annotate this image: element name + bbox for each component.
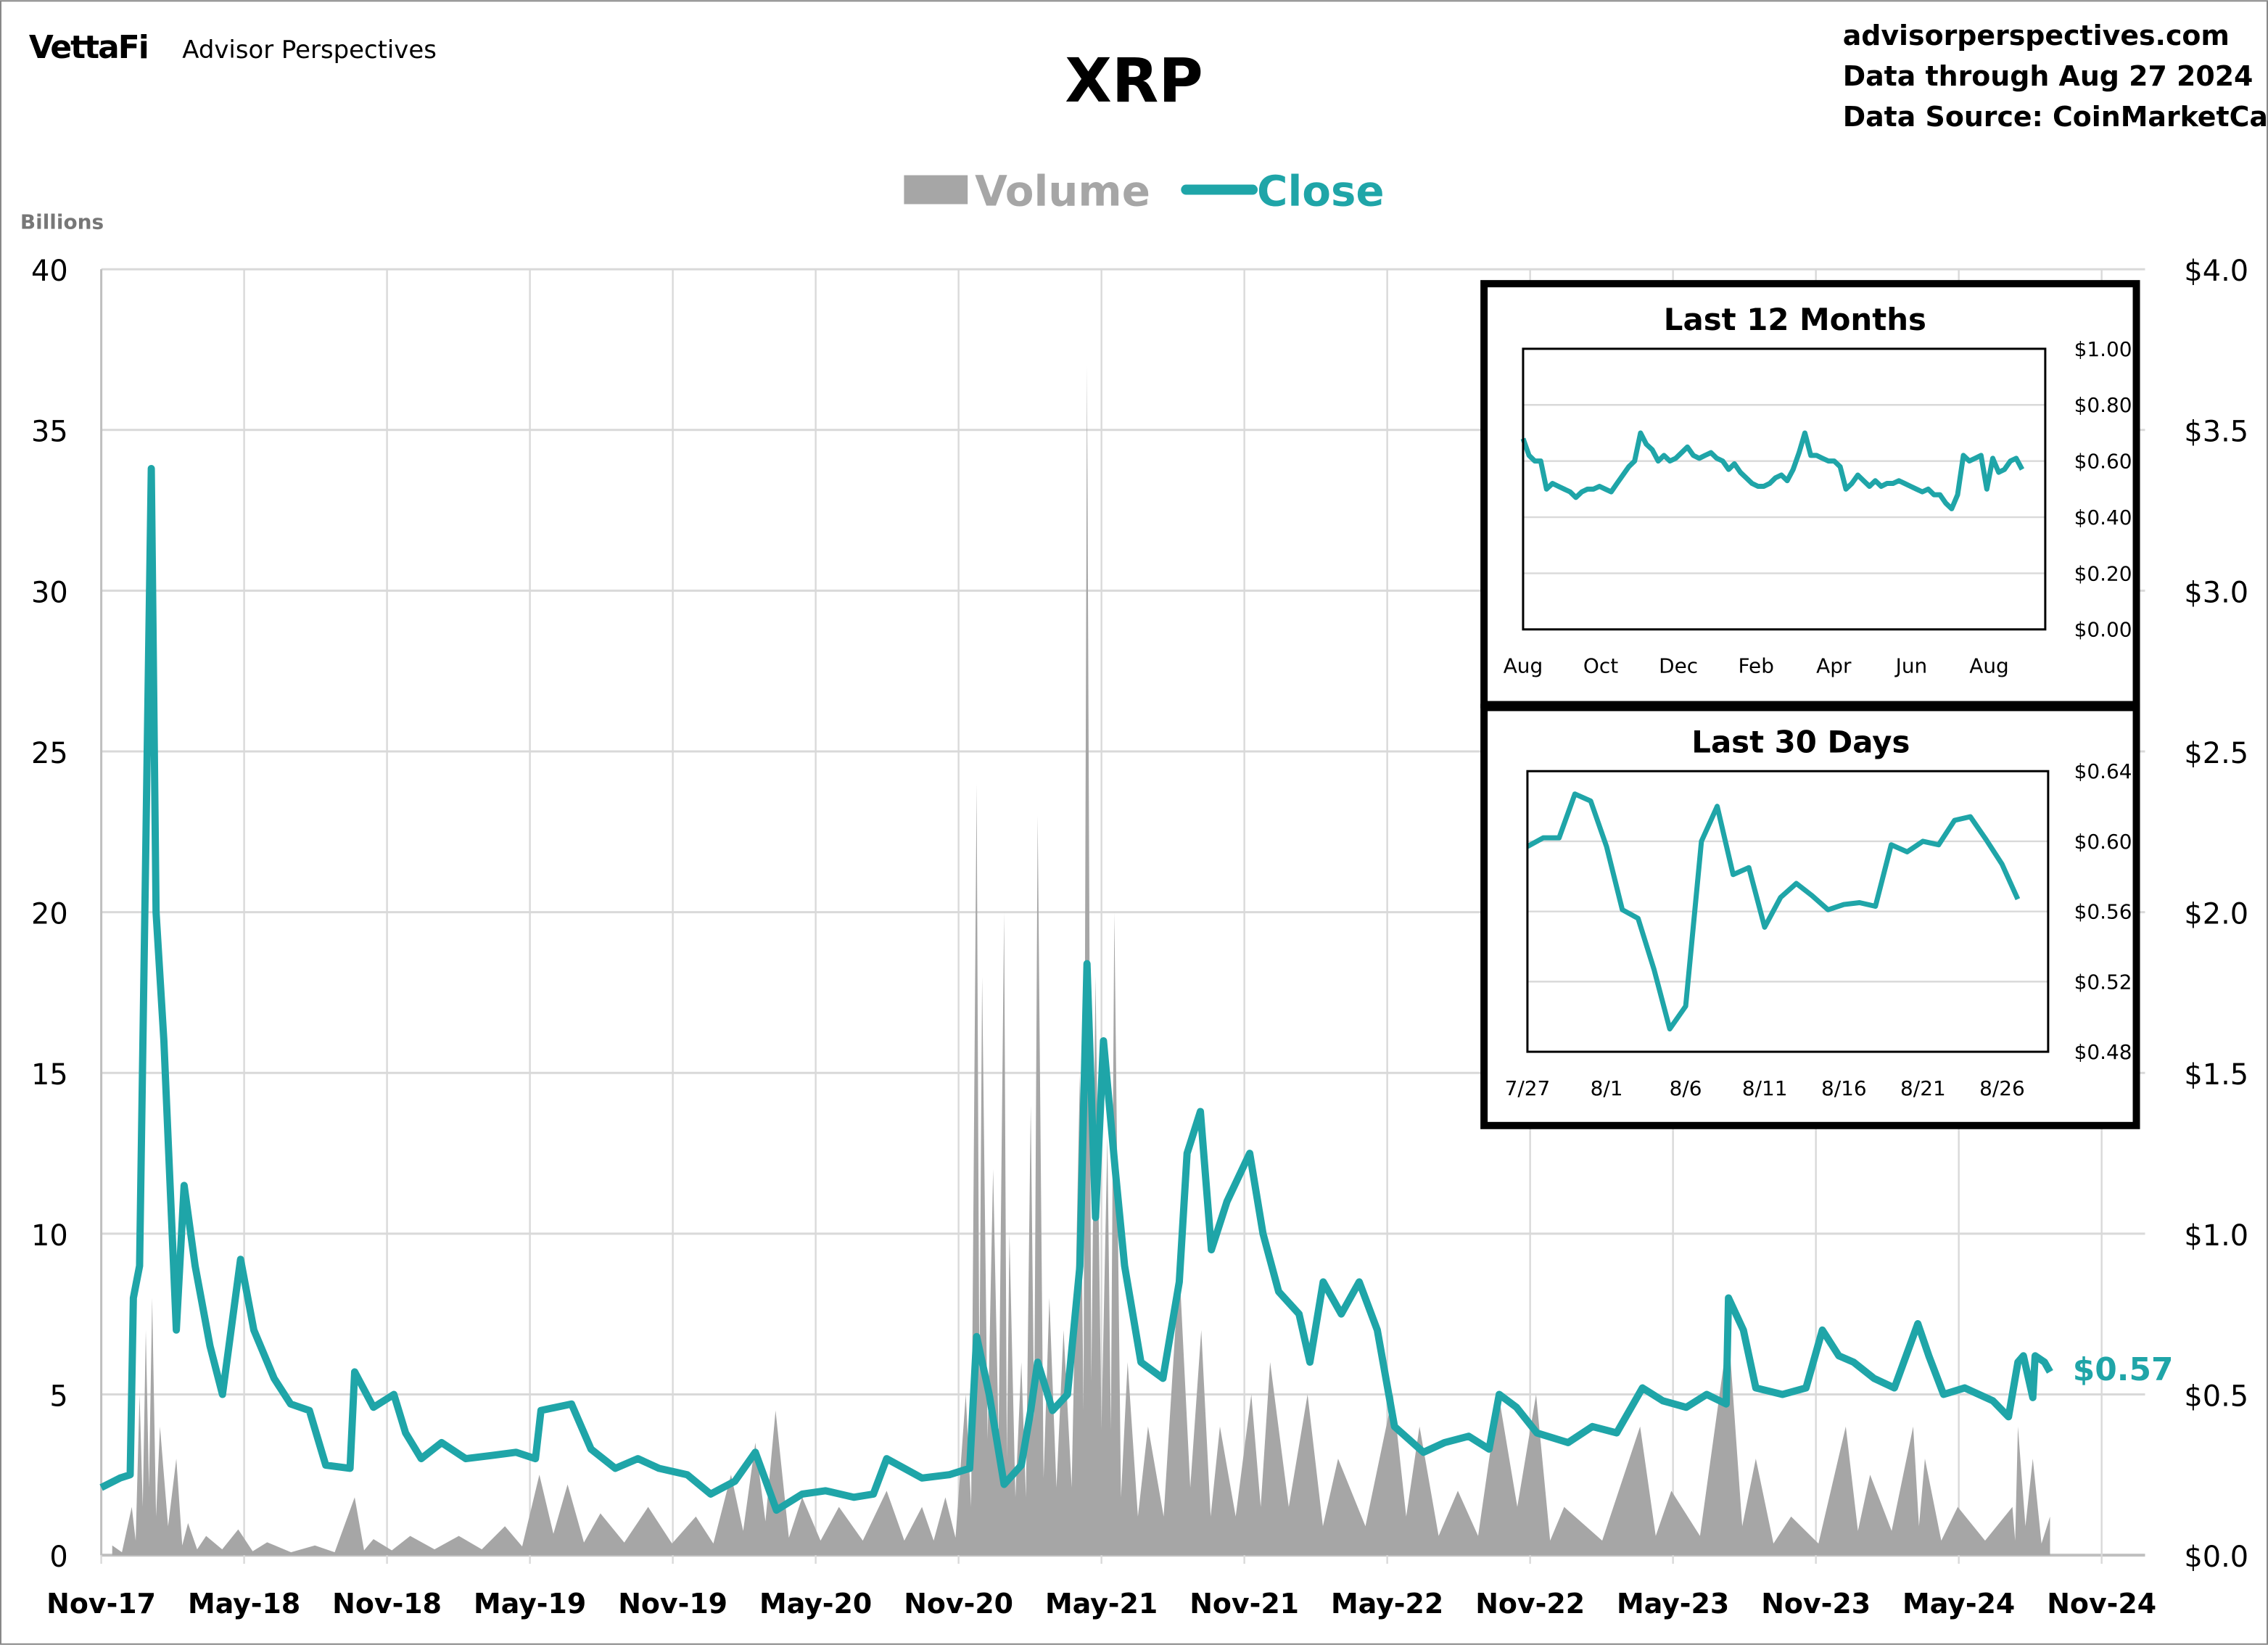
y-right-tick-label: $0.0 xyxy=(2184,1541,2248,1574)
y-right-tick-label: $1.5 xyxy=(2184,1058,2248,1092)
data-through: Data through Aug 27 2024 xyxy=(1843,60,2253,92)
inset-last-30-days: Last 30 Days $0.48 $0.52 $0.56 $0.60 $0.64 7/… xyxy=(1480,704,2140,1129)
x-tick-label: Nov-18 xyxy=(332,1588,442,1620)
y-right-tick-label: $3.0 xyxy=(2184,576,2248,609)
inset-x-tick-label: 8/26 xyxy=(1979,1076,2025,1100)
inset-y-tick-label: $0.48 xyxy=(2074,1040,2132,1064)
legend-volume-swatch xyxy=(904,175,968,205)
inset-x-tick-label: Jun xyxy=(1894,654,1928,678)
inset-x-tick-label: Apr xyxy=(1816,654,1852,678)
main-axes: 0 $0.0 5 $0.5 10 $1.0 15 $1.5 20 $2.0 25 $2.5 30 $3.0… xyxy=(31,255,2248,1620)
vettafi-logo: VettaFi xyxy=(29,29,148,66)
x-tick-label: May-20 xyxy=(759,1588,872,1620)
y-left-tick-label: 5 xyxy=(49,1380,67,1413)
y-right-tick-label: $2.5 xyxy=(2184,737,2248,770)
y-right-tick-label: $4.0 xyxy=(2184,255,2248,288)
inset-x-tick-label: Aug xyxy=(1969,654,2009,678)
y-left-tick-label: 30 xyxy=(31,576,68,609)
x-tick-label: Nov-24 xyxy=(2047,1588,2156,1620)
inset-x-tick-label: 8/6 xyxy=(1670,1076,1702,1100)
inset-y-tick-label: $0.00 xyxy=(2074,618,2132,642)
x-tick-label: Nov-17 xyxy=(46,1588,156,1620)
y-left-tick-label: 35 xyxy=(31,416,68,449)
y-left-tick-label: 20 xyxy=(31,898,68,931)
x-tick-label: Nov-22 xyxy=(1475,1588,1585,1620)
x-tick-label: May-18 xyxy=(188,1588,300,1620)
inset-plot-border xyxy=(1522,347,2047,631)
inset-x-tick-label: 8/1 xyxy=(1591,1076,1623,1100)
brand-name: Advisor Perspectives xyxy=(182,36,437,64)
inset-y-tick-label: $0.60 xyxy=(2074,450,2132,474)
inset-x-tick-label: Feb xyxy=(1739,654,1774,678)
inset-y-tick-label: $0.20 xyxy=(2074,561,2132,585)
inset-x-tick-label: 8/16 xyxy=(1821,1076,1867,1100)
inset-close-line xyxy=(1526,791,2021,1032)
inset-30d-plot: $0.48 $0.52 $0.56 $0.60 $0.64 7/27 8/1 8/6 8/11 8… xyxy=(1505,759,2132,1100)
inset-x-tick-label: Aug xyxy=(1504,654,1543,678)
inset-y-tick-label: $0.60 xyxy=(2074,830,2132,854)
x-tick-label: May-22 xyxy=(1331,1588,1443,1620)
y-left-tick-label: 25 xyxy=(31,737,68,770)
inset-y-tick-label: $1.00 xyxy=(2074,337,2132,361)
chart-title: XRP xyxy=(1065,45,1203,116)
x-tick-label: May-19 xyxy=(474,1588,586,1620)
y-left-tick-label: 40 xyxy=(31,255,68,288)
inset-12m-plot: $0.00 $0.20 $0.40 $0.60 $0.80 $1.00 Aug Oct Dec F… xyxy=(1504,337,2132,678)
inset-x-tick-label: 8/21 xyxy=(1900,1076,1946,1100)
inset-12m-title: Last 12 Months xyxy=(1664,302,1926,337)
inset-y-tick-label: $0.56 xyxy=(2074,900,2132,924)
inset-y-tick-label: $0.52 xyxy=(2074,970,2132,994)
x-tick-label: Nov-20 xyxy=(904,1588,1013,1620)
last-close-label: $0.57 xyxy=(2073,1351,2174,1388)
x-tick-label: Nov-19 xyxy=(618,1588,727,1620)
y-right-tick-label: $0.5 xyxy=(2184,1380,2248,1413)
inset-30d-frame xyxy=(1480,704,2140,1129)
y-left-axis-label: Billions xyxy=(20,210,104,234)
inset-x-tick-label: Dec xyxy=(1659,654,1698,678)
x-tick-label: May-21 xyxy=(1045,1588,1158,1620)
inset-close-line xyxy=(1520,430,2025,511)
x-tick-label: Nov-23 xyxy=(1761,1588,1871,1620)
y-left-tick-label: 10 xyxy=(31,1219,68,1253)
y-right-tick-label: $1.0 xyxy=(2184,1219,2248,1253)
x-tick-label: Nov-21 xyxy=(1189,1588,1299,1620)
inset-y-tick-label: $0.80 xyxy=(2074,393,2132,417)
data-source: Data Source: CoinMarketCap xyxy=(1843,101,2268,133)
inset-y-tick-label: $0.40 xyxy=(2074,506,2132,529)
inset-y-tick-label: $0.64 xyxy=(2074,759,2132,783)
volume-area xyxy=(112,366,2050,1556)
x-tick-label: May-23 xyxy=(1617,1588,1729,1620)
inset-last-12-months: Last 12 Months $0.00 $0.20 $0.40 $0.60 $0.80… xyxy=(1480,280,2140,709)
site-url: advisorperspectives.com xyxy=(1843,20,2230,51)
y-left-tick-label: 15 xyxy=(31,1058,68,1092)
inset-x-tick-label: Oct xyxy=(1583,654,1618,678)
x-tick-label: May-24 xyxy=(1902,1588,2015,1620)
y-left-tick-label: 0 xyxy=(49,1541,67,1574)
y-right-tick-label: $3.5 xyxy=(2184,416,2248,449)
inset-x-tick-label: 8/11 xyxy=(1742,1076,1788,1100)
legend: Volume Close xyxy=(904,166,1385,215)
inset-30d-title: Last 30 Days xyxy=(1691,724,1910,759)
legend-volume-label: Volume xyxy=(975,166,1150,215)
inset-12m-frame xyxy=(1480,280,2140,709)
legend-close-label: Close xyxy=(1257,166,1385,215)
y-right-tick-label: $2.0 xyxy=(2184,898,2248,931)
inset-plot-border xyxy=(1526,770,2050,1053)
inset-x-tick-label: 7/27 xyxy=(1505,1076,1551,1100)
close-line xyxy=(99,465,2053,1514)
